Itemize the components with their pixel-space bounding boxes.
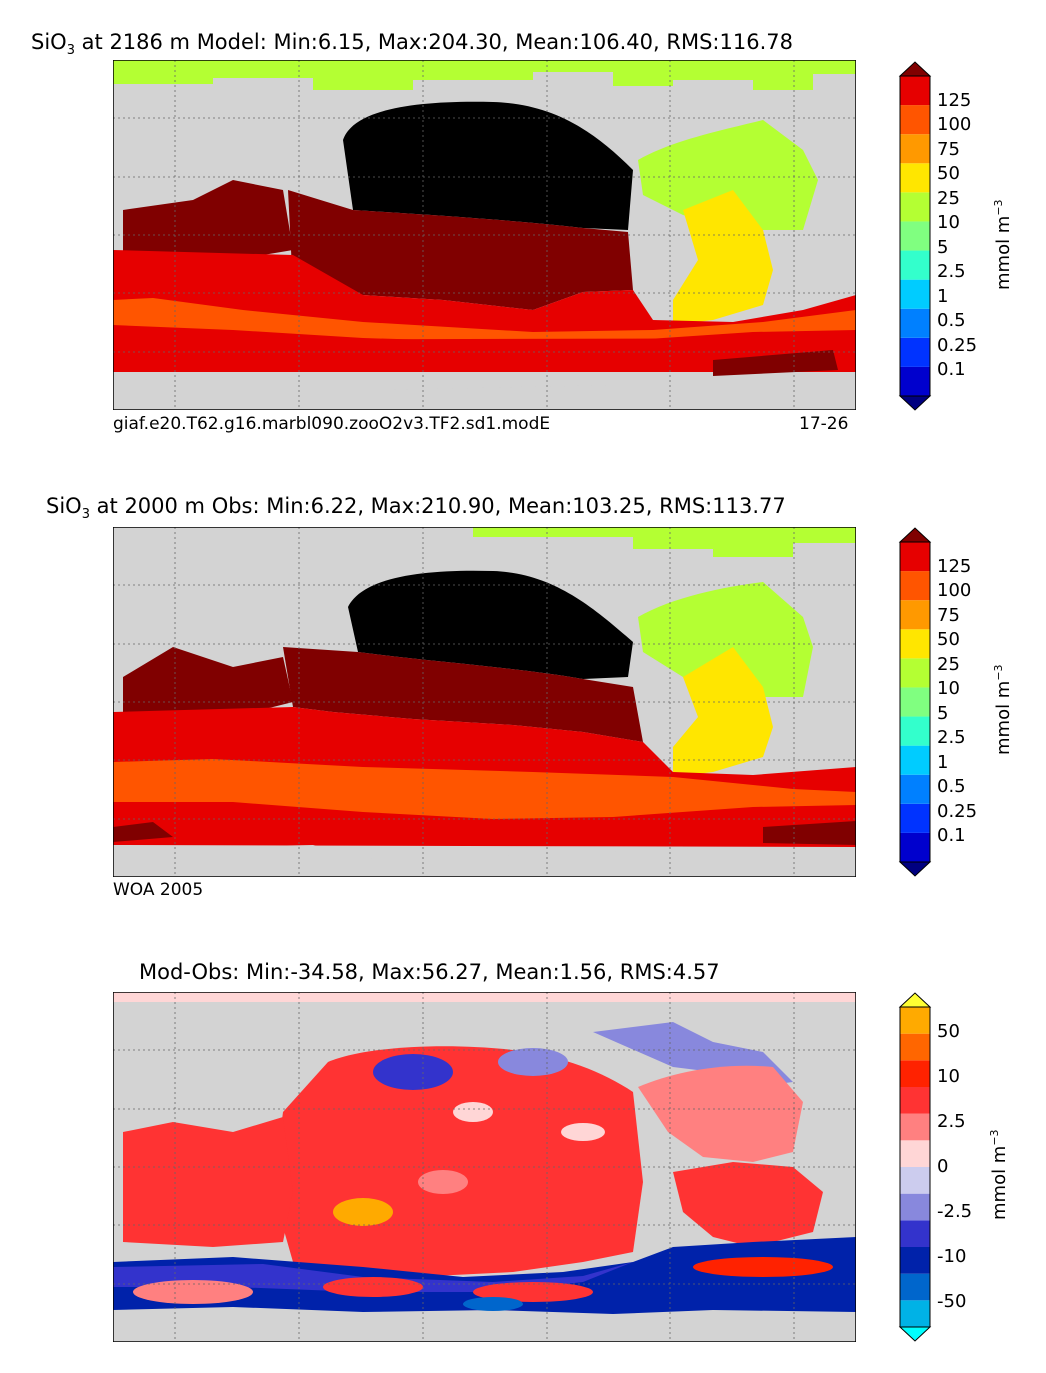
colorbar-swatch: [900, 1087, 930, 1114]
cb-tick: 0.1: [937, 359, 966, 380]
cb-tick: -2.5: [937, 1201, 973, 1222]
cb-tick: 10: [937, 212, 960, 233]
cb-tick: 125: [937, 556, 972, 577]
cb-tick: 10: [937, 1066, 960, 1087]
model-map-plot: [112, 59, 857, 411]
colorbar-swatch: [900, 1113, 930, 1141]
obs-colorbar: [898, 527, 932, 880]
colorbar-swatch: [900, 337, 930, 367]
obs-gridlines: [113, 527, 856, 877]
colorbar-swatch: [900, 1193, 930, 1221]
obs-caption-left: WOA 2005: [113, 880, 204, 900]
obs-map-plot: [112, 526, 857, 878]
colorbar-low-extend: [898, 395, 932, 411]
cb-tick: 75: [937, 605, 960, 626]
cb-tick: 0.5: [937, 776, 966, 797]
cb-tick: 50: [937, 163, 960, 184]
colorbar-swatch: [900, 571, 930, 601]
model-title: SiO3 at 2186 m Model: Min:6.15, Max:204.…: [31, 30, 793, 59]
colorbar-swatch: [900, 279, 930, 309]
colorbar-high-extend: [898, 527, 932, 543]
obs-title: SiO3 at 2000 m Obs: Min:6.22, Max:210.90…: [46, 494, 786, 523]
diff-unit-label: mmol m−3: [988, 1129, 1010, 1220]
diff-title: Mod-Obs: Min:-34.58, Max:56.27, Mean:1.5…: [139, 960, 720, 984]
colorbar-swatch: [900, 658, 930, 688]
colorbar-swatch: [900, 250, 930, 280]
cb-tick: 0.5: [937, 310, 966, 331]
colorbar-swatch: [900, 803, 930, 833]
colorbar-swatch: [900, 1273, 930, 1301]
cb-tick: 2.5: [937, 1111, 966, 1132]
cb-tick: 0: [937, 1156, 949, 1177]
colorbar-swatch: [900, 716, 930, 746]
obs-colorbar-ramp: [898, 527, 932, 877]
obs-map: [112, 526, 857, 878]
colorbar-swatch: [900, 1167, 930, 1194]
model-colorbar: [898, 61, 932, 414]
colorbar-frame: [899, 75, 931, 397]
colorbar-swatch: [900, 1300, 930, 1327]
cb-tick: -10: [937, 1246, 967, 1267]
cb-tick: 50: [937, 629, 960, 650]
diff-map: [112, 991, 857, 1343]
cb-tick: 50: [937, 1021, 960, 1042]
cb-tick: 10: [937, 678, 960, 699]
obs-unit-label: mmol m−3: [992, 664, 1014, 755]
colorbar-swatch: [900, 221, 930, 251]
cb-tick: 0.25: [937, 801, 978, 822]
cb-tick: 100: [937, 580, 972, 601]
colorbar-swatch: [900, 1140, 930, 1167]
cb-tick: 0.25: [937, 335, 978, 356]
colorbar-swatch: [900, 105, 930, 135]
model-gridlines: [113, 60, 856, 410]
cb-tick: 1: [937, 752, 949, 773]
colorbar-swatch: [900, 1060, 930, 1087]
cb-tick: 25: [937, 188, 960, 209]
cb-tick: 0.1: [937, 825, 966, 846]
model-map: [112, 59, 857, 411]
colorbar-frame: [899, 541, 931, 863]
colorbar-low-extend: [898, 1326, 932, 1342]
colorbar-swatch: [900, 163, 930, 193]
diff-gridlines: [113, 992, 856, 1342]
colorbar-swatch: [900, 687, 930, 717]
cb-tick: 125: [937, 90, 972, 111]
diff-colorbar-ramp: [898, 992, 932, 1342]
colorbar-frame: [899, 1006, 931, 1328]
colorbar-swatch: [900, 774, 930, 804]
cb-tick: -50: [937, 1291, 967, 1312]
colorbar-swatch: [900, 745, 930, 775]
model-caption-left: giaf.e20.T62.g16.marbl090.zooO2v3.TF2.sd…: [113, 414, 551, 434]
model-caption-right: 17-26: [799, 414, 849, 434]
cb-tick: 2.5: [937, 261, 966, 282]
colorbar-low-extend: [898, 861, 932, 877]
colorbar-high-extend: [898, 61, 932, 77]
colorbar-swatch: [900, 832, 930, 862]
colorbar-swatch: [900, 1007, 930, 1034]
colorbar-swatch: [900, 542, 930, 572]
diff-map-plot: [112, 991, 857, 1343]
cb-tick: 2.5: [937, 727, 966, 748]
colorbar-high-extend: [898, 992, 932, 1008]
cb-tick: 75: [937, 139, 960, 160]
cb-tick: 5: [937, 703, 949, 724]
colorbar-swatch: [900, 629, 930, 659]
cb-tick: 1: [937, 286, 949, 307]
cb-tick: 25: [937, 654, 960, 675]
colorbar-swatch: [900, 1220, 930, 1247]
colorbar-swatch: [900, 134, 930, 164]
colorbar-swatch: [900, 366, 930, 396]
colorbar-swatch: [900, 1247, 930, 1274]
model-colorbar-ramp: [898, 61, 932, 411]
diff-colorbar: [898, 992, 932, 1345]
model-unit-label: mmol m−3: [992, 199, 1014, 290]
colorbar-swatch: [900, 600, 930, 630]
cb-tick: 100: [937, 114, 972, 135]
cb-tick: 5: [937, 237, 949, 258]
colorbar-swatch: [900, 76, 930, 106]
colorbar-swatch: [900, 1033, 930, 1061]
colorbar-swatch: [900, 308, 930, 338]
colorbar-swatch: [900, 192, 930, 222]
